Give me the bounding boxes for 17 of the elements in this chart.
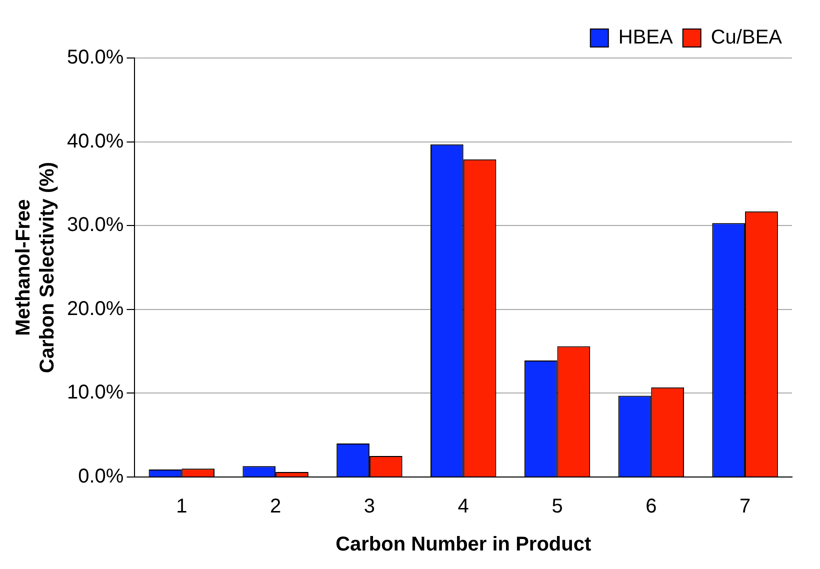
legend-label: HBEA <box>618 26 674 49</box>
y-tick-label: 20.0% <box>66 298 124 320</box>
x-tick-label: 5 <box>552 496 563 518</box>
x-tick-label: 4 <box>458 496 469 518</box>
y-tick-label: 10.0% <box>66 382 124 404</box>
y-tick-label: 30.0% <box>66 214 124 236</box>
legend-label: Cu/BEA <box>710 26 783 49</box>
y-tick-label: 0.0% <box>78 466 124 488</box>
y-tick-label: 40.0% <box>66 130 124 152</box>
x-tick-label: 7 <box>739 496 751 518</box>
x-tick-label: 2 <box>270 496 282 518</box>
y-tick-label: 50.0% <box>66 46 124 69</box>
x-tick-label: 1 <box>176 496 188 518</box>
x-tick-label: 3 <box>364 496 376 518</box>
x-axis-title: Carbon Number in Product <box>336 534 592 556</box>
x-tick-label: 6 <box>646 496 657 518</box>
y-axis-title: Methanol-Free Carbon Selectivity (%) <box>12 162 59 374</box>
